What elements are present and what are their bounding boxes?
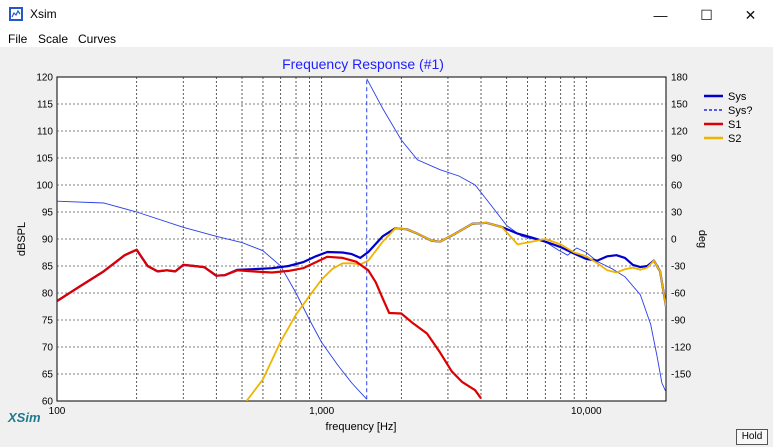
y2-tick-label: -30 [671,262,686,273]
minimize-icon: — [653,7,668,23]
y2-tick-label: 60 [671,181,683,192]
y-axis-label: dBSPL [16,222,28,256]
series-s1-line [57,248,482,399]
close-icon: ✕ [744,6,757,23]
menu-scale[interactable]: Scale [38,32,69,46]
x-tick-label: 100 [49,406,66,417]
y-tick-label: 80 [42,289,54,300]
menu-file[interactable]: File [8,32,28,46]
menu-curves[interactable]: Curves [78,32,117,46]
y-tick-label: 90 [42,235,54,246]
y2-tick-label: 30 [671,208,683,219]
app-icon [9,7,23,21]
hold-button[interactable]: Hold [736,429,768,445]
chart-title: Frequency Response (#1) [282,56,444,72]
legend-label: Sys [728,91,747,103]
legend-label: S1 [728,119,741,131]
y-tick-label: 70 [42,343,54,354]
y2-tick-label: -120 [671,343,691,354]
x-axis-label: frequency [Hz] [326,421,397,433]
x-tick-label: 10,000 [571,406,602,417]
legend-label: Sys? [728,105,752,117]
title-bar: Xsim — ☐ ✕ [0,0,773,30]
menu-bar: File Scale Curves [0,30,773,47]
maximize-icon: ☐ [700,6,713,23]
x-tick-label: 1,000 [309,406,334,417]
close-button[interactable]: ✕ [728,0,773,30]
y-tick-label: 60 [42,397,54,408]
y2-tick-label: 90 [671,154,683,165]
y2-tick-label: 120 [671,127,688,138]
y2-tick-label: 150 [671,100,688,111]
y2-tick-label: -60 [671,289,686,300]
series-s2-line [245,221,666,401]
y-tick-label: 75 [42,316,54,327]
y2-tick-label: 0 [671,235,677,246]
y2-tick-label: -150 [671,370,691,381]
y-tick-label: 105 [36,154,53,165]
y2-axis-label: deg [696,230,708,248]
xsim-logo: XSim [8,410,41,425]
y-tick-label: 110 [37,127,53,138]
series-phase-line [366,78,666,393]
y-tick-label: 120 [36,73,53,84]
y-tick-label: 115 [37,100,53,111]
y-tick-label: 95 [42,208,54,219]
window-title: Xsim [30,7,57,21]
minimize-button[interactable]: — [638,0,683,30]
y2-tick-label: 180 [671,73,688,84]
maximize-button[interactable]: ☐ [684,0,729,30]
y2-tick-label: -90 [671,316,686,327]
y-tick-label: 100 [36,181,53,192]
y-tick-label: 85 [42,262,54,273]
series-phase-line [57,200,368,400]
legend-label: S2 [728,133,741,145]
y-tick-label: 65 [42,370,54,381]
